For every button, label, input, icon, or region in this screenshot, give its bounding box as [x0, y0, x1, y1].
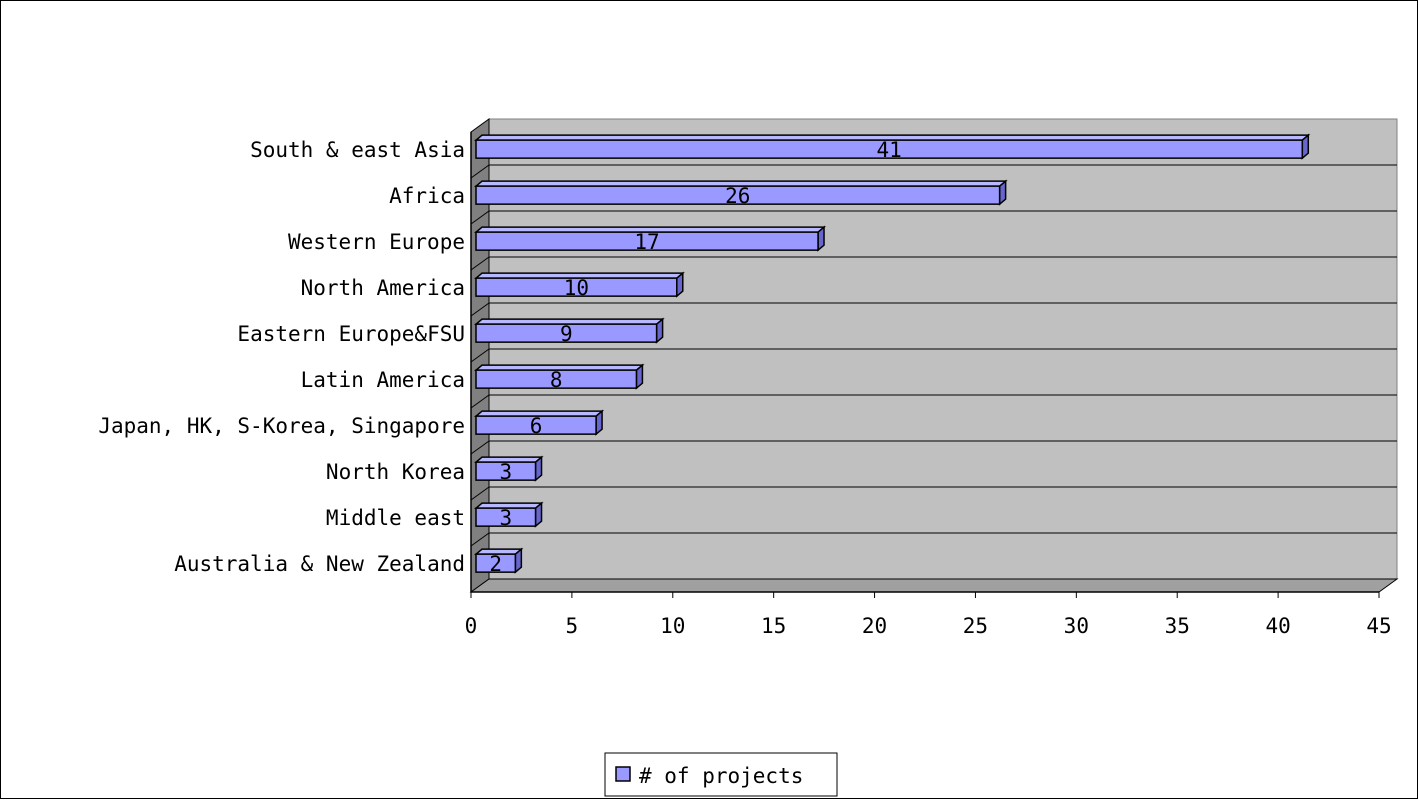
- legend-label: # of projects: [639, 764, 803, 788]
- bar: [475, 139, 1304, 159]
- bar: [475, 415, 597, 435]
- x-tick-label: 35: [1165, 614, 1190, 638]
- data-label: 26: [725, 184, 750, 208]
- data-label: 2: [489, 552, 502, 576]
- x-tick-label: 15: [761, 614, 786, 638]
- x-tick-labels: 0 5 10 15 20 25 30 35 40 45: [465, 614, 1392, 638]
- gridline-side: [470, 164, 490, 179]
- gridline-side: [470, 348, 490, 363]
- category-labels: South & east Asia Africa Western Europe Nor…: [98, 138, 465, 576]
- bar: [475, 507, 537, 527]
- category-label: Africa: [389, 184, 465, 208]
- bar-side: [817, 225, 825, 252]
- bar: [475, 323, 658, 343]
- category-label: Australia & New Zealand: [174, 552, 465, 576]
- bar-side: [534, 455, 543, 482]
- x-tick-label: 45: [1366, 614, 1391, 638]
- bars: [473, 133, 1311, 574]
- bar: [475, 277, 678, 297]
- bar-side: [676, 271, 684, 298]
- x-tick-label: 5: [566, 614, 579, 638]
- gridline-side: [470, 256, 490, 271]
- data-label: 10: [564, 276, 589, 300]
- bar: [475, 369, 638, 389]
- bar: [475, 231, 819, 251]
- data-label: 3: [499, 460, 512, 484]
- gridline-side: [470, 210, 490, 225]
- data-label: 3: [499, 506, 512, 530]
- bar-side: [655, 317, 664, 344]
- bar-side: [998, 179, 1007, 206]
- category-label: North Korea: [326, 460, 465, 484]
- x-tick-label: 0: [465, 614, 478, 638]
- bar-side: [635, 363, 644, 390]
- category-label: Western Europe: [288, 230, 465, 254]
- x-tick-label: 10: [660, 614, 685, 638]
- bar: [475, 185, 1001, 205]
- category-label: Middle east: [326, 506, 465, 530]
- bar: [475, 553, 517, 573]
- category-label: Eastern Europe&FSU: [237, 322, 465, 346]
- gridlines: [470, 164, 1397, 547]
- bar-side: [514, 547, 523, 574]
- bar-side: [534, 501, 543, 528]
- bar: [475, 461, 537, 481]
- category-label: Latin America: [301, 368, 465, 392]
- x-tick-label: 30: [1064, 614, 1089, 638]
- category-label: Japan, HK, S-Korea, Singapore: [98, 414, 465, 438]
- data-label: 9: [560, 322, 573, 346]
- legend: # of projects: [604, 752, 838, 797]
- bar-side: [1301, 133, 1310, 160]
- category-label: North America: [301, 276, 465, 300]
- gridline-side: [470, 302, 490, 317]
- x-tick-label: 25: [963, 614, 988, 638]
- floor: [469, 578, 1399, 593]
- legend-swatch: [615, 766, 631, 782]
- gridline-side: [470, 486, 490, 501]
- x-tick-label: 20: [862, 614, 887, 638]
- gridline-side: [470, 532, 490, 547]
- gridline-side: [470, 394, 490, 409]
- x-tick-label: 40: [1265, 614, 1290, 638]
- legend-box: [604, 752, 838, 797]
- data-label: 6: [530, 414, 543, 438]
- axes: [470, 132, 1380, 598]
- data-label: 8: [550, 368, 563, 392]
- bar-side: [595, 409, 603, 436]
- category-label: South & east Asia: [250, 138, 465, 162]
- data-label: 17: [634, 230, 659, 254]
- gridline-side: [470, 440, 490, 455]
- data-label: 41: [876, 138, 901, 162]
